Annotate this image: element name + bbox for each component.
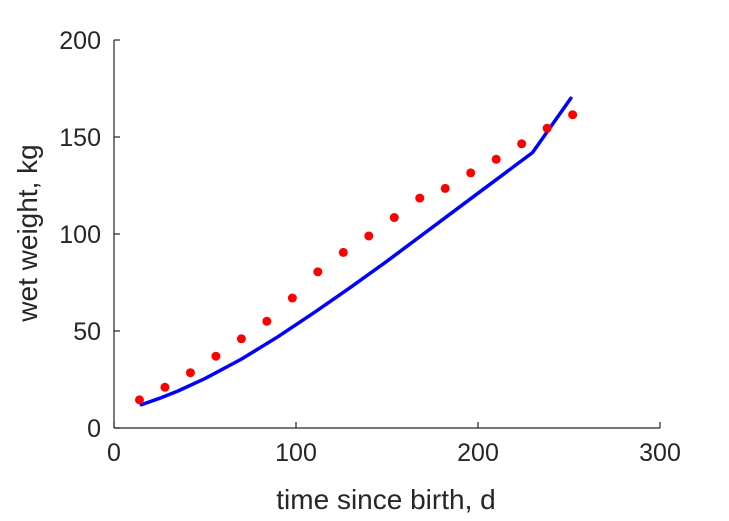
- data-point: [211, 351, 221, 361]
- data-point: [262, 316, 272, 326]
- y-axis-label: wet weight, kg: [12, 144, 43, 322]
- data-point: [364, 231, 374, 241]
- x-tick-label: 200: [457, 439, 499, 467]
- data-point: [491, 154, 501, 164]
- model-curve-line: [139, 96, 573, 407]
- data-point: [160, 382, 170, 392]
- series-layer: [134, 96, 578, 407]
- data-point: [517, 139, 527, 149]
- data-point: [185, 368, 195, 378]
- data-point: [415, 193, 425, 203]
- data-point: [338, 247, 348, 257]
- x-ticks: 0 100 200 300: [107, 422, 681, 467]
- data-point: [440, 183, 450, 193]
- y-tick-label: 150: [59, 124, 101, 152]
- y-ticks: 0 50 100 150 200: [59, 27, 120, 443]
- x-tick-label: 300: [639, 439, 681, 467]
- axes: [113, 40, 660, 429]
- y-tick-label: 100: [59, 221, 101, 249]
- data-point: [287, 293, 297, 303]
- data-point: [568, 110, 578, 120]
- y-tick-label: 50: [73, 318, 101, 346]
- data-point: [542, 123, 552, 133]
- y-tick-label: 0: [87, 415, 101, 443]
- data-point: [389, 213, 399, 223]
- data-point: [466, 168, 476, 178]
- x-tick-label: 100: [275, 439, 317, 467]
- y-tick-label: 200: [59, 27, 101, 55]
- data-point: [313, 267, 323, 277]
- x-tick-label: 0: [107, 439, 121, 467]
- x-axis-label: time since birth, d: [276, 484, 495, 515]
- data-point: [134, 395, 144, 405]
- data-point: [236, 334, 246, 344]
